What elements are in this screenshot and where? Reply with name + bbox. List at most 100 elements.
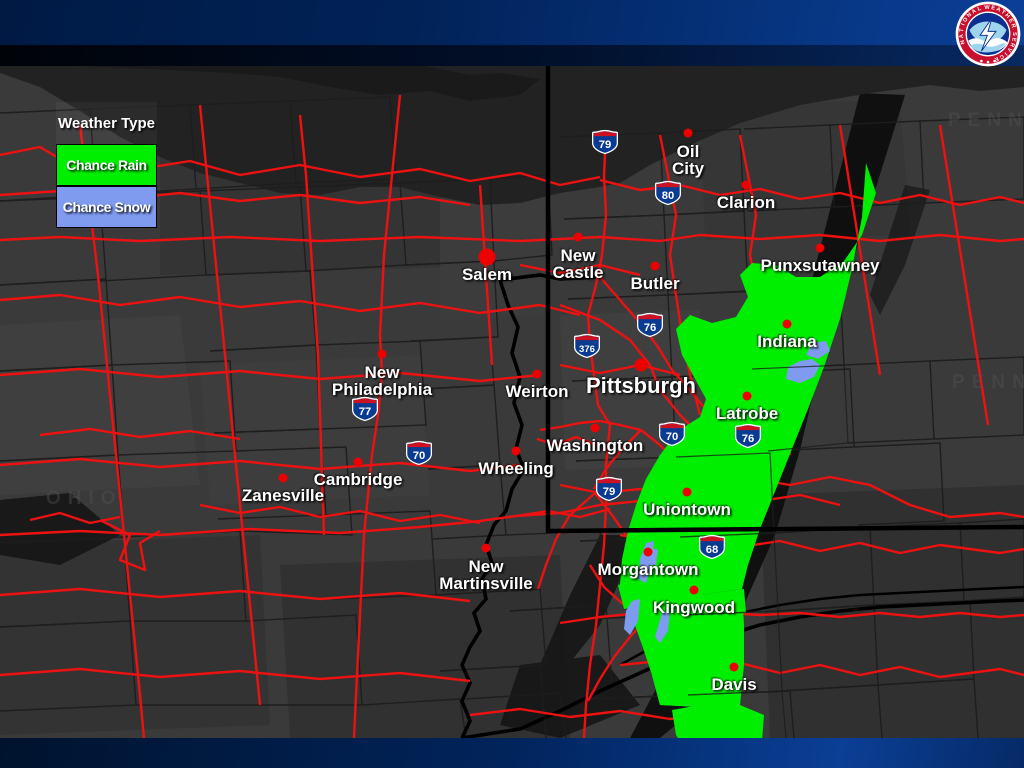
svg-text:W: W [984,5,990,11]
svg-text:O: O [962,16,970,23]
city-label: Morgantown [597,560,699,579]
city-dot-icon [590,423,600,433]
interstate-shield-icon: 76 [733,423,763,449]
svg-text:76: 76 [742,433,755,445]
city-label: Uniontown [643,500,731,519]
svg-text:A: A [959,34,965,39]
city-dot-icon [682,487,692,497]
svg-text:68: 68 [706,544,719,556]
svg-text:E: E [1010,37,1017,42]
legend-item-label: Chance Snow [62,199,151,215]
svg-text:R: R [1009,23,1016,29]
city-dot-icon [782,319,792,329]
weather-area-county-lines [675,364,849,738]
city-dot-icon [815,243,825,253]
ridge-shadow [630,93,930,738]
interstate-shield-icon: 80 [653,180,683,206]
svg-text:C: C [998,53,1005,60]
city-label: Butler [630,274,680,293]
interstate-shield-icon: 68 [697,534,727,560]
city-label: Cambridge [313,470,403,489]
city-dot-icon [741,180,751,190]
interstate-shield-icon: 77 [350,396,380,422]
city-dot-icon [742,391,752,401]
city-dot-icon [643,547,653,557]
svg-text:L: L [977,6,983,13]
interstate-shield-icon: 70 [404,440,434,466]
city-label: Pittsburgh [586,373,696,398]
map-graphics [0,65,1024,738]
legend-item-chance-rain[interactable]: Chance Rain [56,144,157,186]
svg-text:E: E [1007,18,1014,24]
terrain-shading [0,75,1024,738]
city-dot-icon [511,446,521,456]
legend-header: Weather Type [56,102,157,144]
lake-erie [0,65,1024,205]
svg-text:S: S [1011,32,1017,36]
svg-text:79: 79 [603,486,616,498]
city-dot-icon [573,232,583,242]
city-label: Weirton [505,382,569,401]
city-label: Davis [711,675,757,694]
svg-text:A: A [995,6,1001,13]
city-dot-icon [729,662,739,672]
legend-panel: Weather Type Chance Rain Chance Snow [56,102,157,228]
city-dot-icon [634,358,648,372]
city-label: Kingwood [652,598,736,617]
city-label: Wheeling [478,459,554,478]
city-label: Indiana [757,332,817,351]
interstate-shield-icon: 79 [594,476,624,502]
ridge-shadow-secondary [0,493,640,738]
svg-text:N: N [966,12,973,19]
city-label: Washington [546,436,644,455]
legend-title: Weather Type [58,114,155,132]
header-subbanner [0,45,1024,66]
footer-banner [0,738,1024,768]
svg-text:376: 376 [579,344,595,355]
wv-md-va-south-border [461,598,1024,738]
svg-text:T: T [1000,9,1007,16]
legend-item-chance-snow[interactable]: Chance Snow [56,186,157,228]
svg-text:N: N [960,39,967,45]
city-dot-icon [689,585,699,595]
city-dot-icon [683,128,693,138]
svg-text:E: E [993,55,999,62]
ohio-wv-river-border [460,279,527,738]
svg-text:79: 79 [599,139,612,151]
svg-text:E: E [991,5,996,12]
chance-rain-area [618,163,876,738]
city-label: New Philadelphia [331,363,433,400]
city-dot-icon [377,349,387,359]
city-label: Punxsutawney [760,256,880,275]
legend-item-label: Chance Rain [66,157,147,173]
city-dot-icon [478,248,496,266]
city-dot-icon [481,543,491,553]
national-weather-service-logo: N A T I O N A L W E A T H E R S E R V I … [955,1,1021,67]
city-label: Oil City [671,142,705,179]
forecast-map[interactable]: OHIO PENNSYL PENN Weather Type Chance Ra… [0,65,1024,738]
svg-text:H: H [1004,13,1011,20]
city-dot-icon [650,261,660,271]
svg-text:80: 80 [662,190,675,202]
city-dot-icon [353,457,363,467]
header-banner [0,0,1024,45]
svg-text:R: R [1008,42,1015,48]
city-label: Clarion [716,193,776,212]
svg-text:T: T [959,28,965,33]
city-dot-icon [278,473,288,483]
city-label: Zanesville [241,486,325,505]
interstate-shield-icon: 79 [590,129,620,155]
interstate-shield-icon: 70 [657,421,687,447]
city-label: Salem [461,265,513,284]
city-label: Latrobe [715,404,779,423]
svg-text:70: 70 [413,450,426,462]
city-label: New Martinsville [439,557,533,594]
city-dot-icon [532,369,542,379]
interstate-shield-icon: 376 [570,333,604,359]
svg-text:A: A [971,8,978,15]
city-label: New Castle [552,246,604,283]
svg-text:70: 70 [666,431,679,443]
cwa-boundary-lines [545,65,1024,534]
svg-text:76: 76 [644,322,657,334]
